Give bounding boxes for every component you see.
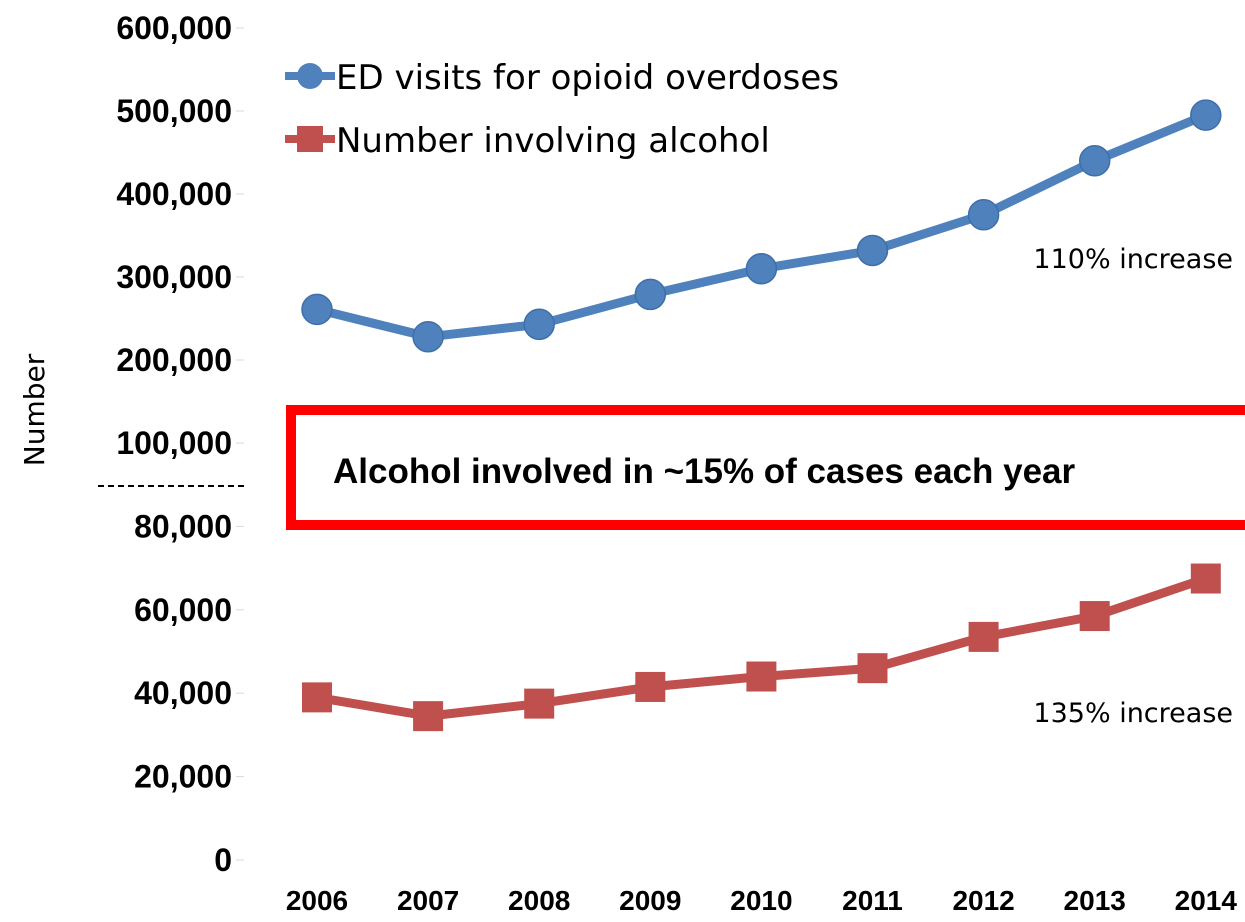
x-tick-label: 2013 [1064, 885, 1126, 916]
data-point-circle [412, 321, 444, 353]
legend-entry-alcohol: Number involving alcohol [285, 121, 770, 161]
series-opioid-overdoses [301, 99, 1222, 353]
series-layer [301, 99, 1222, 732]
data-point-square [968, 621, 999, 652]
x-axis: 2006 2007 2008 2009 2010 2011 2012 2013 2014 [286, 885, 1238, 916]
data-point-circle [1190, 99, 1222, 131]
data-point-square [1079, 601, 1110, 632]
y-tick-label: 200,000 [116, 342, 232, 378]
y-tick-label: 0 [214, 842, 232, 878]
data-point-square [857, 653, 888, 684]
data-point-circle [301, 293, 333, 326]
x-tick-label: 2011 [842, 885, 903, 916]
y-tick-label: 500,000 [116, 93, 232, 129]
y-tick-label: 20,000 [134, 759, 232, 795]
data-point-square [1190, 563, 1221, 594]
data-point-circle [634, 278, 667, 311]
y-tick-label: 60,000 [134, 592, 232, 628]
legend-label-alcohol: Number involving alcohol [336, 121, 770, 161]
callout-text: Alcohol involved in ~15% of cases each y… [333, 452, 1076, 491]
y-tick-label: 600,000 [116, 10, 232, 46]
x-tick-label: 2008 [508, 885, 570, 916]
y-axis-title: Number [18, 353, 51, 466]
series-alcohol-involved [302, 563, 1221, 732]
series-line [312, 574, 1211, 721]
annotation-top-increase: 110% increase [1033, 244, 1233, 275]
x-tick-label: 2014 [1175, 885, 1238, 916]
callout-box: Alcohol involved in ~15% of cases each y… [286, 405, 1245, 530]
legend-marker-circle [297, 63, 323, 89]
y-tick-label: 100,000 [116, 425, 232, 461]
legend: ED visits for opioid overdoses Number in… [285, 58, 839, 161]
data-point-square [413, 701, 444, 732]
data-point-square [746, 661, 777, 692]
legend-label-opioid: ED visits for opioid overdoses [336, 58, 839, 98]
legend-entry-opioid: ED visits for opioid overdoses [285, 58, 839, 98]
x-tick-label: 2009 [619, 885, 681, 916]
callout-frame [286, 405, 1245, 530]
x-tick-label: 2010 [730, 885, 792, 916]
x-tick-label: 2006 [286, 885, 348, 916]
y-tick-label: 400,000 [116, 176, 232, 212]
annotation-bottom-increase: 135% increase [1033, 698, 1233, 729]
data-point-circle [967, 199, 1000, 231]
data-point-square [302, 682, 332, 713]
x-tick-label: 2007 [397, 885, 459, 916]
data-point-square [524, 688, 555, 719]
data-point-circle [856, 234, 889, 267]
y-tick-label: 300,000 [116, 259, 232, 295]
y-axis: 0 20,000 40,000 60,000 80,000 100,000 200,000 3… [116, 10, 244, 878]
y-tick-label: 40,000 [134, 675, 232, 711]
data-point-circle [1078, 145, 1111, 177]
legend-marker-square [297, 126, 323, 152]
data-point-circle [523, 308, 555, 341]
data-point-square [635, 671, 666, 702]
data-point-circle [745, 252, 778, 285]
x-tick-label: 2012 [952, 885, 1014, 916]
y-tick-label: 80,000 [134, 508, 232, 544]
